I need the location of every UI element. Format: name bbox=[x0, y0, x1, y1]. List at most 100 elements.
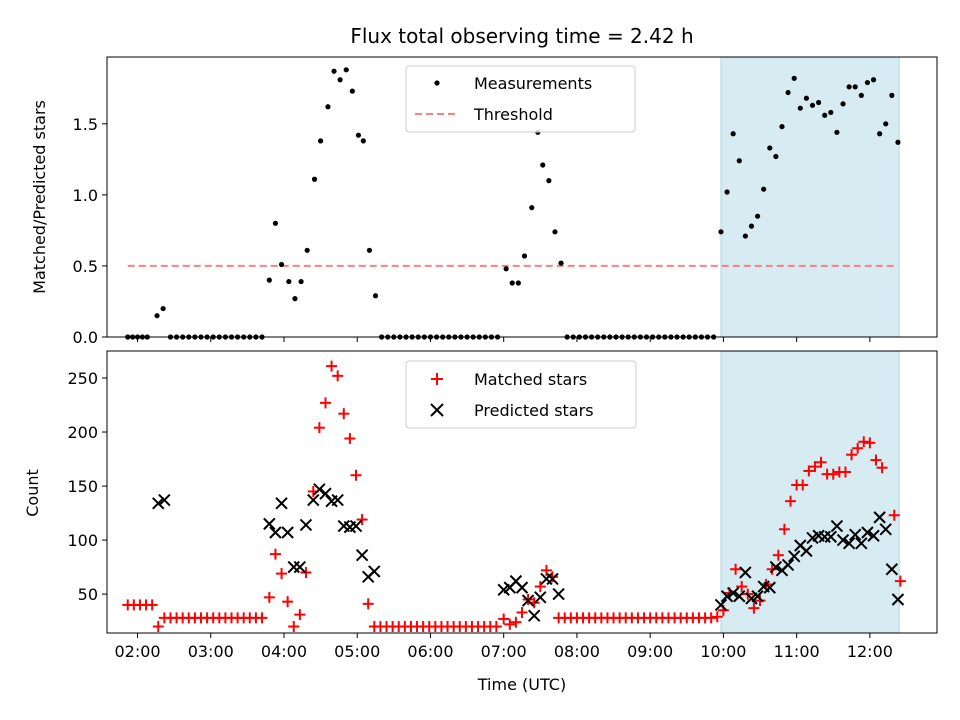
measurement-point bbox=[809, 102, 816, 108]
predicted-star-point bbox=[714, 598, 728, 612]
matched-star-point bbox=[510, 616, 522, 628]
matched-star-point bbox=[294, 609, 306, 621]
chart-title: Flux total observing time = 2.42 h bbox=[350, 24, 693, 48]
legend-measurements-marker bbox=[434, 80, 440, 86]
matched-star-point bbox=[362, 598, 374, 610]
measurement-point bbox=[883, 121, 889, 127]
measurement-point bbox=[846, 84, 852, 90]
measurement-point bbox=[360, 138, 366, 144]
predicted-star-point bbox=[885, 563, 899, 576]
measurement-point bbox=[366, 247, 373, 253]
measurement-point bbox=[754, 213, 761, 219]
measurement-point bbox=[797, 105, 803, 111]
matched-star-point bbox=[504, 618, 516, 630]
matched-star-point bbox=[748, 602, 760, 614]
matched-star-point bbox=[300, 566, 312, 578]
bottom-highlight-span bbox=[720, 350, 900, 634]
matched-star-point bbox=[888, 509, 900, 521]
measurement-point bbox=[278, 261, 285, 268]
predicted-star-point bbox=[781, 558, 795, 572]
predicted-star-point bbox=[873, 511, 886, 524]
x-tick-label: 08:00 bbox=[554, 642, 600, 661]
measurement-point bbox=[558, 260, 564, 266]
matched-star-point bbox=[498, 613, 510, 625]
bottom-panel-frame bbox=[106, 350, 938, 634]
top-highlight-span bbox=[720, 56, 900, 338]
x-tick-label: 05:00 bbox=[334, 642, 380, 661]
bottom-legend: Matched stars Predicted stars bbox=[405, 360, 637, 429]
y-tick-label: 200 bbox=[67, 423, 98, 442]
measurement-point bbox=[785, 89, 791, 96]
matched-star-point bbox=[894, 575, 906, 587]
measurement-point bbox=[521, 253, 528, 259]
matched-star-point bbox=[338, 408, 350, 420]
measurement-point bbox=[889, 92, 895, 98]
matched-star-point bbox=[356, 514, 368, 526]
measurement-point bbox=[895, 139, 901, 145]
predicted-star-point bbox=[534, 591, 547, 604]
matched-star-point bbox=[276, 568, 288, 580]
measurement-point bbox=[311, 176, 318, 182]
bottom-legend-box bbox=[405, 360, 637, 429]
matched-star-point bbox=[263, 591, 275, 603]
measurement-point bbox=[858, 92, 864, 98]
measurement-point bbox=[546, 178, 552, 184]
measurement-point bbox=[718, 229, 724, 235]
predicted-star-point bbox=[720, 590, 734, 603]
predicted-star-point bbox=[733, 590, 746, 603]
top-y-axis-label: Matched/Predicted stars bbox=[30, 100, 49, 294]
x-tick-label: 12:00 bbox=[847, 642, 893, 661]
predicted-star-point bbox=[891, 593, 905, 606]
x-tick-label: 03:00 bbox=[188, 642, 234, 661]
predicted-star-point bbox=[763, 581, 776, 594]
legend-measurements-label: Measurements bbox=[474, 74, 592, 93]
matched-star-point bbox=[778, 523, 790, 535]
matched-star-point bbox=[864, 437, 876, 449]
matched-star-point bbox=[282, 596, 294, 608]
measurement-point bbox=[816, 99, 822, 106]
top-legend-box bbox=[405, 65, 636, 133]
predicted-star-point bbox=[855, 537, 868, 550]
predicted-star-point bbox=[726, 586, 740, 600]
matched-star-point bbox=[534, 581, 546, 593]
measurement-point bbox=[724, 189, 730, 195]
matched-star-point bbox=[766, 563, 778, 575]
y-tick-label: 50 bbox=[78, 585, 98, 604]
measurement-point bbox=[355, 132, 362, 138]
predicted-star-point bbox=[349, 519, 363, 533]
predicted-star-point bbox=[269, 526, 282, 539]
matched-star-point bbox=[269, 548, 281, 560]
y-tick-label: 0.5 bbox=[73, 257, 98, 276]
predicted-star-point bbox=[152, 497, 165, 510]
measurement-point bbox=[529, 205, 535, 211]
matched-star-point bbox=[797, 479, 809, 491]
matched-star-point bbox=[490, 621, 502, 633]
predicted-star-point bbox=[830, 519, 844, 533]
matched-star-point bbox=[736, 581, 748, 593]
y-tick-label: 1.5 bbox=[73, 115, 98, 134]
measurement-point bbox=[803, 95, 809, 101]
measurement-point bbox=[828, 109, 834, 116]
predicted-star-point bbox=[158, 493, 171, 507]
measurement-point bbox=[515, 280, 521, 286]
measurement-point bbox=[852, 84, 858, 90]
matched-star-point bbox=[332, 370, 344, 382]
matched-star-point bbox=[754, 595, 766, 607]
measurement-point bbox=[154, 313, 160, 319]
predicted-star-point bbox=[861, 526, 874, 539]
matched-star-point bbox=[326, 360, 338, 372]
legend-matched-label: Matched stars bbox=[474, 370, 587, 389]
measurement-point bbox=[767, 145, 773, 151]
predicted-star-point bbox=[824, 530, 838, 544]
predicted-star-point bbox=[319, 487, 332, 500]
predicted-star-point bbox=[275, 497, 288, 510]
matched-star-point bbox=[313, 422, 325, 434]
measurement-point bbox=[773, 153, 779, 160]
measurement-point bbox=[160, 305, 166, 312]
measurement-point bbox=[791, 75, 797, 81]
predicted-star-point bbox=[842, 537, 856, 550]
matched-star-point bbox=[730, 563, 742, 575]
measurement-point bbox=[870, 77, 877, 83]
predicted-star-point bbox=[546, 572, 559, 586]
measurement-point bbox=[503, 266, 509, 272]
